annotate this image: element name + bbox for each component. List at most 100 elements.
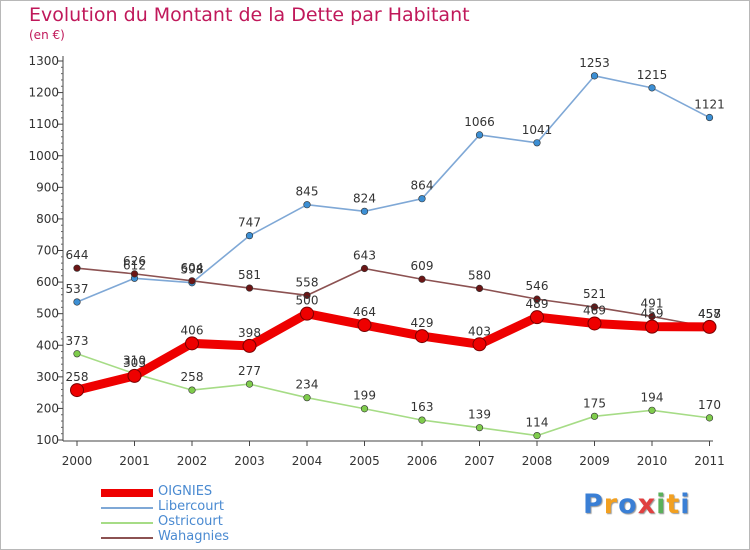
data-label-ostricourt: 163 xyxy=(411,400,434,414)
data-label-oignies: 500 xyxy=(296,294,319,308)
data-point-libercourt xyxy=(73,298,81,306)
data-point-ostricourt xyxy=(73,350,81,358)
data-point-oignies xyxy=(127,368,142,383)
data-point-ostricourt xyxy=(475,424,484,432)
data-label-oignies: 458 xyxy=(698,307,721,321)
x-tick-label: 2009 xyxy=(579,454,610,468)
data-point-ostricourt xyxy=(418,416,426,424)
legend-swatch xyxy=(101,522,153,524)
data-label-oignies: 489 xyxy=(526,297,549,311)
data-label-wahagnies: 457 xyxy=(698,307,721,321)
data-point-ostricourt xyxy=(590,412,599,420)
data-label-wahagnies: 644 xyxy=(66,248,89,262)
data-point-oignies xyxy=(472,337,487,352)
legend-label: Ostricourt xyxy=(158,514,223,529)
data-point-oignies xyxy=(357,318,372,333)
data-label-ostricourt: 199 xyxy=(353,389,376,403)
data-label-libercourt: 537 xyxy=(66,282,89,296)
series-line-ostricourt xyxy=(76,352,711,437)
data-label-ostricourt: 114 xyxy=(526,416,549,430)
y-tick-label: 1200 xyxy=(28,86,59,100)
data-point-oignies xyxy=(300,306,314,321)
series-line-libercourt xyxy=(76,75,711,303)
data-point-ostricourt xyxy=(360,405,369,413)
data-point-oignies xyxy=(185,336,199,351)
logo-letter: o xyxy=(618,489,638,520)
legend-swatch xyxy=(101,537,153,539)
legend-swatch xyxy=(101,489,153,497)
data-label-libercourt: 747 xyxy=(238,216,261,230)
data-point-oignies xyxy=(242,338,257,353)
x-tick-label: 2005 xyxy=(349,454,380,468)
data-point-wahagnies xyxy=(130,270,139,278)
proxiti-logo: Proxiti xyxy=(583,489,691,520)
data-point-libercourt xyxy=(303,201,311,209)
x-tick-label: 2002 xyxy=(177,454,208,468)
chart-title: Evolution du Montant de la Dette par Hab… xyxy=(29,4,470,26)
chart-subtitle: (en €) xyxy=(29,28,65,42)
data-point-oignies xyxy=(702,319,717,334)
x-tick-label: 2010 xyxy=(637,454,668,468)
data-label-wahagnies: 604 xyxy=(181,261,204,275)
logo-letter: i xyxy=(656,489,667,520)
x-tick-label: 2006 xyxy=(407,454,438,468)
data-label-oignies: 406 xyxy=(181,323,204,337)
data-point-wahagnies xyxy=(360,264,369,273)
data-label-libercourt: 1215 xyxy=(637,68,668,82)
data-point-ostricourt xyxy=(188,386,196,394)
data-label-wahagnies: 521 xyxy=(583,287,606,301)
logo-letter: t xyxy=(666,489,681,520)
data-point-wahagnies xyxy=(303,291,311,299)
data-label-ostricourt: 139 xyxy=(468,408,491,422)
data-label-ostricourt: 277 xyxy=(238,364,261,378)
x-tick-label: 2008 xyxy=(522,454,553,468)
legend-label: Libercourt xyxy=(158,499,224,514)
data-point-wahagnies xyxy=(418,275,426,283)
data-point-oignies xyxy=(415,329,429,344)
legend-label: Wahagnies xyxy=(158,529,230,544)
data-label-wahagnies: 580 xyxy=(468,268,491,282)
y-tick-label: 1000 xyxy=(28,149,59,163)
y-tick-label: 100 xyxy=(36,433,59,447)
data-point-ostricourt xyxy=(245,380,254,388)
data-label-wahagnies: 491 xyxy=(641,297,664,311)
data-point-libercourt xyxy=(648,84,656,92)
logo-letter: r xyxy=(603,489,619,520)
logo-letter: i xyxy=(680,489,691,520)
y-tick-label: 1100 xyxy=(28,117,59,131)
data-label-libercourt: 612 xyxy=(123,258,146,272)
y-tick-label: 1300 xyxy=(28,54,59,68)
x-tick-label: 2000 xyxy=(62,454,93,468)
data-label-wahagnies: 546 xyxy=(526,279,549,293)
data-label-ostricourt: 373 xyxy=(66,334,89,348)
y-tick-label: 200 xyxy=(36,401,59,415)
y-tick-label: 900 xyxy=(36,180,59,194)
legend-label: OIGNIES xyxy=(158,484,213,499)
data-point-ostricourt xyxy=(648,406,656,414)
data-point-wahagnies xyxy=(590,303,599,311)
data-label-wahagnies: 558 xyxy=(296,275,319,289)
data-label-libercourt: 1066 xyxy=(464,115,495,129)
data-point-oignies xyxy=(645,319,659,334)
data-label-wahagnies: 609 xyxy=(411,259,434,273)
data-label-oignies: 303 xyxy=(123,356,146,370)
data-label-ostricourt: 234 xyxy=(296,378,319,392)
data-label-ostricourt: 310 xyxy=(123,354,146,368)
data-point-libercourt xyxy=(705,113,714,122)
x-tick-label: 2007 xyxy=(464,454,495,468)
logo-letter: P xyxy=(583,489,604,520)
data-point-libercourt xyxy=(245,232,254,240)
y-tick-label: 700 xyxy=(36,244,59,258)
data-point-wahagnies xyxy=(73,264,81,272)
data-label-libercourt: 824 xyxy=(353,191,376,205)
y-tick-label: 600 xyxy=(36,275,59,289)
x-tick-label: 2004 xyxy=(292,454,323,468)
data-label-ostricourt: 194 xyxy=(641,390,664,404)
data-label-oignies: 398 xyxy=(238,326,261,340)
data-label-ostricourt: 258 xyxy=(181,370,204,384)
data-point-oignies xyxy=(587,316,602,331)
data-point-oignies xyxy=(70,383,84,398)
data-point-libercourt xyxy=(590,72,599,80)
